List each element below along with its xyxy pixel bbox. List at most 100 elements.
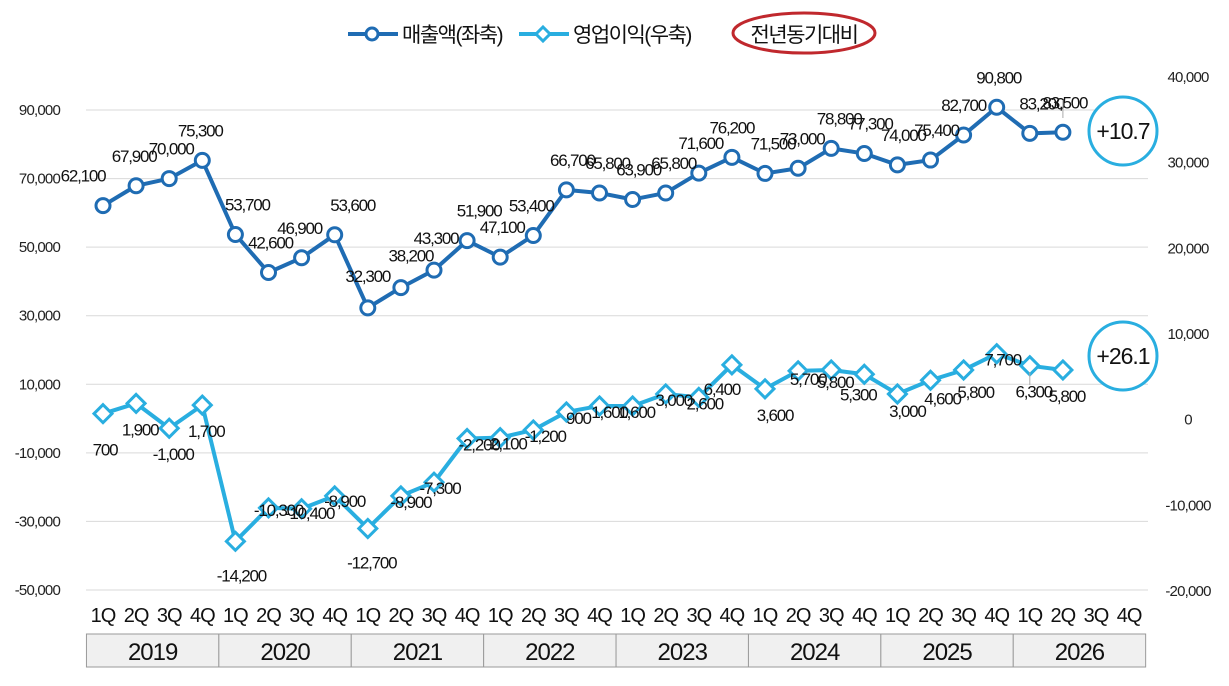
data-point [687,386,710,409]
legend-marker [731,11,877,55]
data-point [226,225,244,243]
data-label: 83,200 [1019,94,1065,113]
data-label: 74,000 [881,126,927,145]
data-point [193,151,211,169]
data-point [588,394,611,418]
data-point [952,358,975,382]
data-label: 77,300 [848,115,894,134]
data-point [1021,124,1039,142]
data-point [723,148,741,166]
data-point [720,353,744,376]
year-cell [1012,633,1147,668]
data-point [955,126,973,144]
data-label: 3,000 [655,391,692,410]
quarter-tick-label: 2Q [256,605,281,627]
right-tick-label: -20,000 [1165,583,1211,600]
left-tick-label: 70,000 [19,171,61,188]
data-point [326,226,344,244]
data-label: 1,600 [618,403,655,422]
year-tick-label: 2019 [128,639,178,666]
data-label: -10,400 [285,504,335,523]
data-label: -10,300 [254,501,304,520]
data-label: 70,000 [149,140,195,159]
x-axis: 1Q 2Q 3Q 4Q 1Q 2Q 3Q 4Q 1Q 2Q 3Q 4Q 1Q 2Q 3Q 4Q 1Q 2Q 3Q 4Q… [85,605,1147,668]
data-label: 5,300 [840,385,877,404]
yoy-bubble [1087,95,1159,167]
quarter-tick-label: 2Q [786,605,811,627]
data-label: -2,100 [486,435,528,454]
data-point [690,164,708,182]
data-label: 5,800 [817,373,854,392]
data-label: -1,000 [153,445,195,464]
data-point [191,393,214,417]
year-cell [218,633,352,668]
quarter-tick-label: 1Q [223,605,248,627]
data-label: 78,800 [817,109,863,128]
data-point [522,418,545,442]
year-tick-label: 2025 [922,639,972,666]
year-tick-label: 2021 [393,639,443,666]
data-label: 53,700 [225,195,271,214]
data-point [158,417,181,440]
grid [86,109,1148,591]
data-label: 900 [566,409,592,428]
quarter-tick-label: 4Q [720,605,745,627]
data-point [786,359,810,382]
data-point [257,496,280,520]
data-label: 65,800 [585,154,631,173]
quarter-tick-label: 4Q [852,605,877,627]
annotations: +10.7 +26.1 [1029,95,1159,392]
quarter-tick-label: 3Q [289,605,314,627]
legend-marker [533,24,553,44]
right-tick-label: -10,000 [1165,497,1211,514]
data-point [756,164,774,182]
data-label: 51,900 [457,202,503,221]
data-point [356,517,379,540]
data-point [389,484,413,508]
quarter-tick-label: 3Q [1084,605,1109,627]
data-point [425,261,443,279]
quarter-tick-label: 4Q [984,605,1009,627]
quarter-tick-label: 1Q [355,605,380,627]
data-point [1018,354,1041,377]
data-point [888,156,906,174]
data-point [557,181,575,199]
data-point [886,382,909,406]
data-label: 75,300 [178,121,224,140]
data-point [124,392,148,415]
data-label: 32,300 [345,267,391,286]
year-cell [880,633,1014,668]
data-point [988,98,1006,116]
data-label: 53,600 [330,196,376,215]
quarter-tick-label: 2Q [653,605,678,627]
quarter-tick-label: 3Q [157,605,182,627]
right-tick-label: 30,000 [1167,155,1209,172]
quarter-tick-label: 4Q [322,605,347,627]
data-label: 47,100 [480,218,526,237]
year-tick-label: 2020 [260,639,310,666]
data-label: 6,300 [1016,383,1053,402]
data-point [919,369,942,392]
data-point [290,497,313,520]
data-point [822,139,840,157]
data-point [91,402,115,425]
data-label: 3,600 [757,406,794,425]
data-point [591,184,608,202]
data-label: -14,200 [217,566,267,585]
quarter-tick-label: 3Q [554,605,579,627]
left-tick-label: 30,000 [19,308,61,325]
data-label: 6,400 [704,380,741,399]
data-point [491,248,509,266]
legend-label: 매출액(좌축) [402,24,503,47]
yoy-label: +26.1 [1096,343,1149,369]
data-label: 7,700 [984,351,1021,370]
quarter-tick-label: 2Q [1051,605,1076,627]
quarter-tick-label: 2Q [521,605,546,627]
quarter-tick-label: 2Q [124,605,149,627]
data-point [555,400,578,424]
data-point [657,184,675,202]
data-label: 1,900 [122,420,159,439]
data-label: -8,900 [324,492,366,511]
